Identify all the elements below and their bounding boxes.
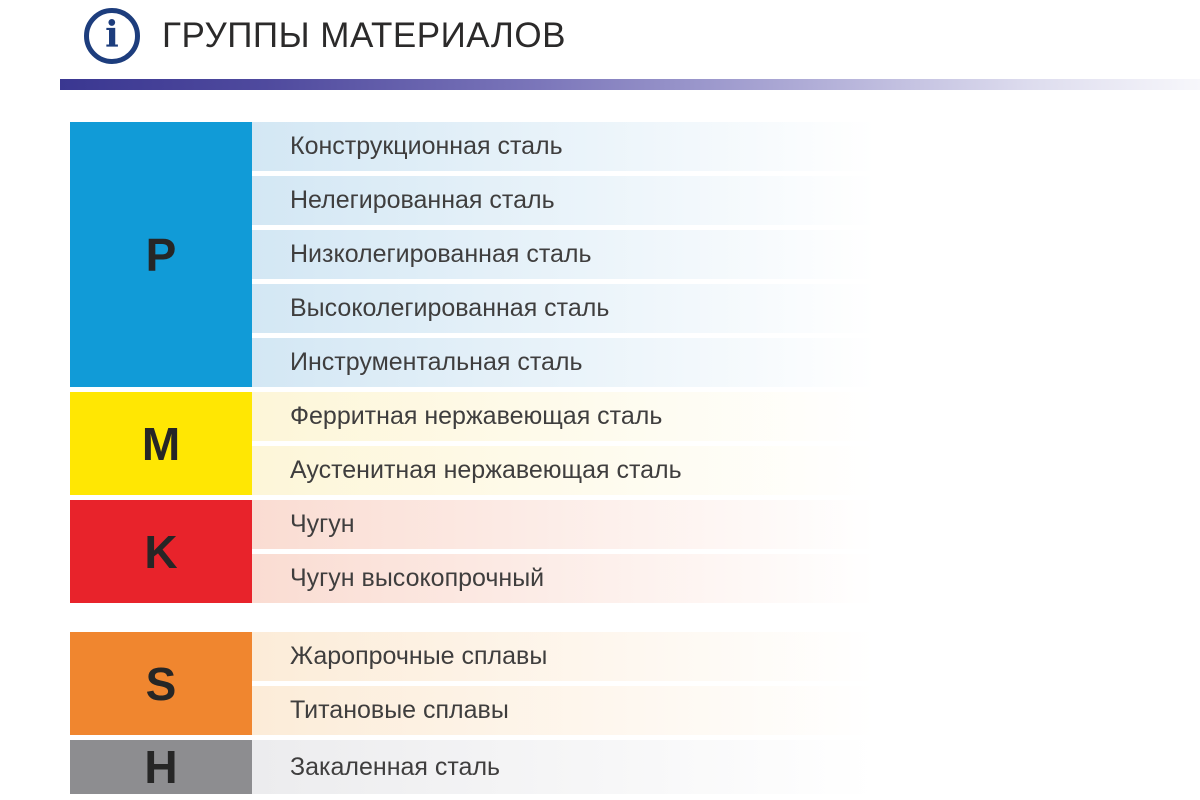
material-row: Титановые сплавы — [252, 686, 915, 735]
divider-bar — [60, 79, 1200, 90]
group-rows: Ферритная нержавеющая сталь Аустенитная н… — [252, 392, 915, 495]
material-group-P: P Конструкционная сталь Нелегированная ста… — [70, 122, 915, 387]
material-label: Чугун высокопрочный — [290, 564, 545, 592]
info-icon: i — [84, 8, 140, 64]
material-label: Аустенитная нержавеющая сталь — [290, 456, 682, 484]
material-group-K: K Чугун Чугун высокопрочный — [70, 500, 915, 603]
material-group-M: M Ферритная нержавеющая сталь Аустенитная … — [70, 392, 915, 495]
material-groups-table: P Конструкционная сталь Нелегированная ста… — [70, 122, 915, 799]
material-row: Аустенитная нержавеющая сталь — [252, 446, 915, 495]
group-letter-block-S: S — [70, 632, 252, 735]
info-icon-glyph: i — [105, 14, 119, 56]
material-row: Нелегированная сталь — [252, 176, 915, 225]
material-label: Чугун — [290, 510, 355, 538]
material-row: Жаропрочные сплавы — [252, 632, 915, 681]
material-row: Низколегированная сталь — [252, 230, 915, 279]
header: i ГРУППЫ МАТЕРИАЛОВ — [84, 8, 566, 64]
group-rows: Жаропрочные сплавы Титановые сплавы — [252, 632, 915, 735]
material-group-S: S Жаропрочные сплавы Титановые сплавы — [70, 632, 915, 735]
material-row: Высоколегированная сталь — [252, 284, 915, 333]
material-label: Низколегированная сталь — [290, 240, 592, 268]
material-row: Ферритная нержавеющая сталь — [252, 392, 915, 441]
group-letter-block-M: M — [70, 392, 252, 495]
material-label: Нелегированная сталь — [290, 186, 555, 214]
material-label: Инструментальная сталь — [290, 348, 583, 376]
group-letter-block-H: H — [70, 740, 252, 794]
material-label: Титановые сплавы — [290, 696, 509, 724]
material-row: Чугун — [252, 500, 915, 549]
material-row: Инструментальная сталь — [252, 338, 915, 387]
material-row: Чугун высокопрочный — [252, 554, 915, 603]
group-letter: P — [145, 228, 177, 281]
group-letter: K — [144, 525, 178, 578]
material-label: Закаленная сталь — [290, 752, 501, 781]
page-title: ГРУППЫ МАТЕРИАЛОВ — [162, 16, 566, 55]
material-row: Конструкционная сталь — [252, 122, 915, 171]
group-letter: M — [141, 417, 181, 470]
group-letter-block-P: P — [70, 122, 252, 387]
material-label: Высоколегированная сталь — [290, 294, 610, 322]
material-label: Ферритная нержавеющая сталь — [290, 402, 663, 430]
group-rows: Конструкционная сталь Нелегированная стал… — [252, 122, 915, 387]
material-label: Жаропрочные сплавы — [290, 642, 548, 670]
group-rows: Чугун Чугун высокопрочный — [252, 500, 915, 603]
group-letter: H — [144, 741, 178, 793]
material-row: Закаленная сталь — [252, 740, 915, 794]
material-group-H: H Закаленная сталь — [70, 740, 915, 794]
material-label: Конструкционная сталь — [290, 132, 563, 160]
group-letter: S — [145, 657, 177, 710]
group-rows: Закаленная сталь — [252, 740, 915, 794]
group-letter-block-K: K — [70, 500, 252, 603]
